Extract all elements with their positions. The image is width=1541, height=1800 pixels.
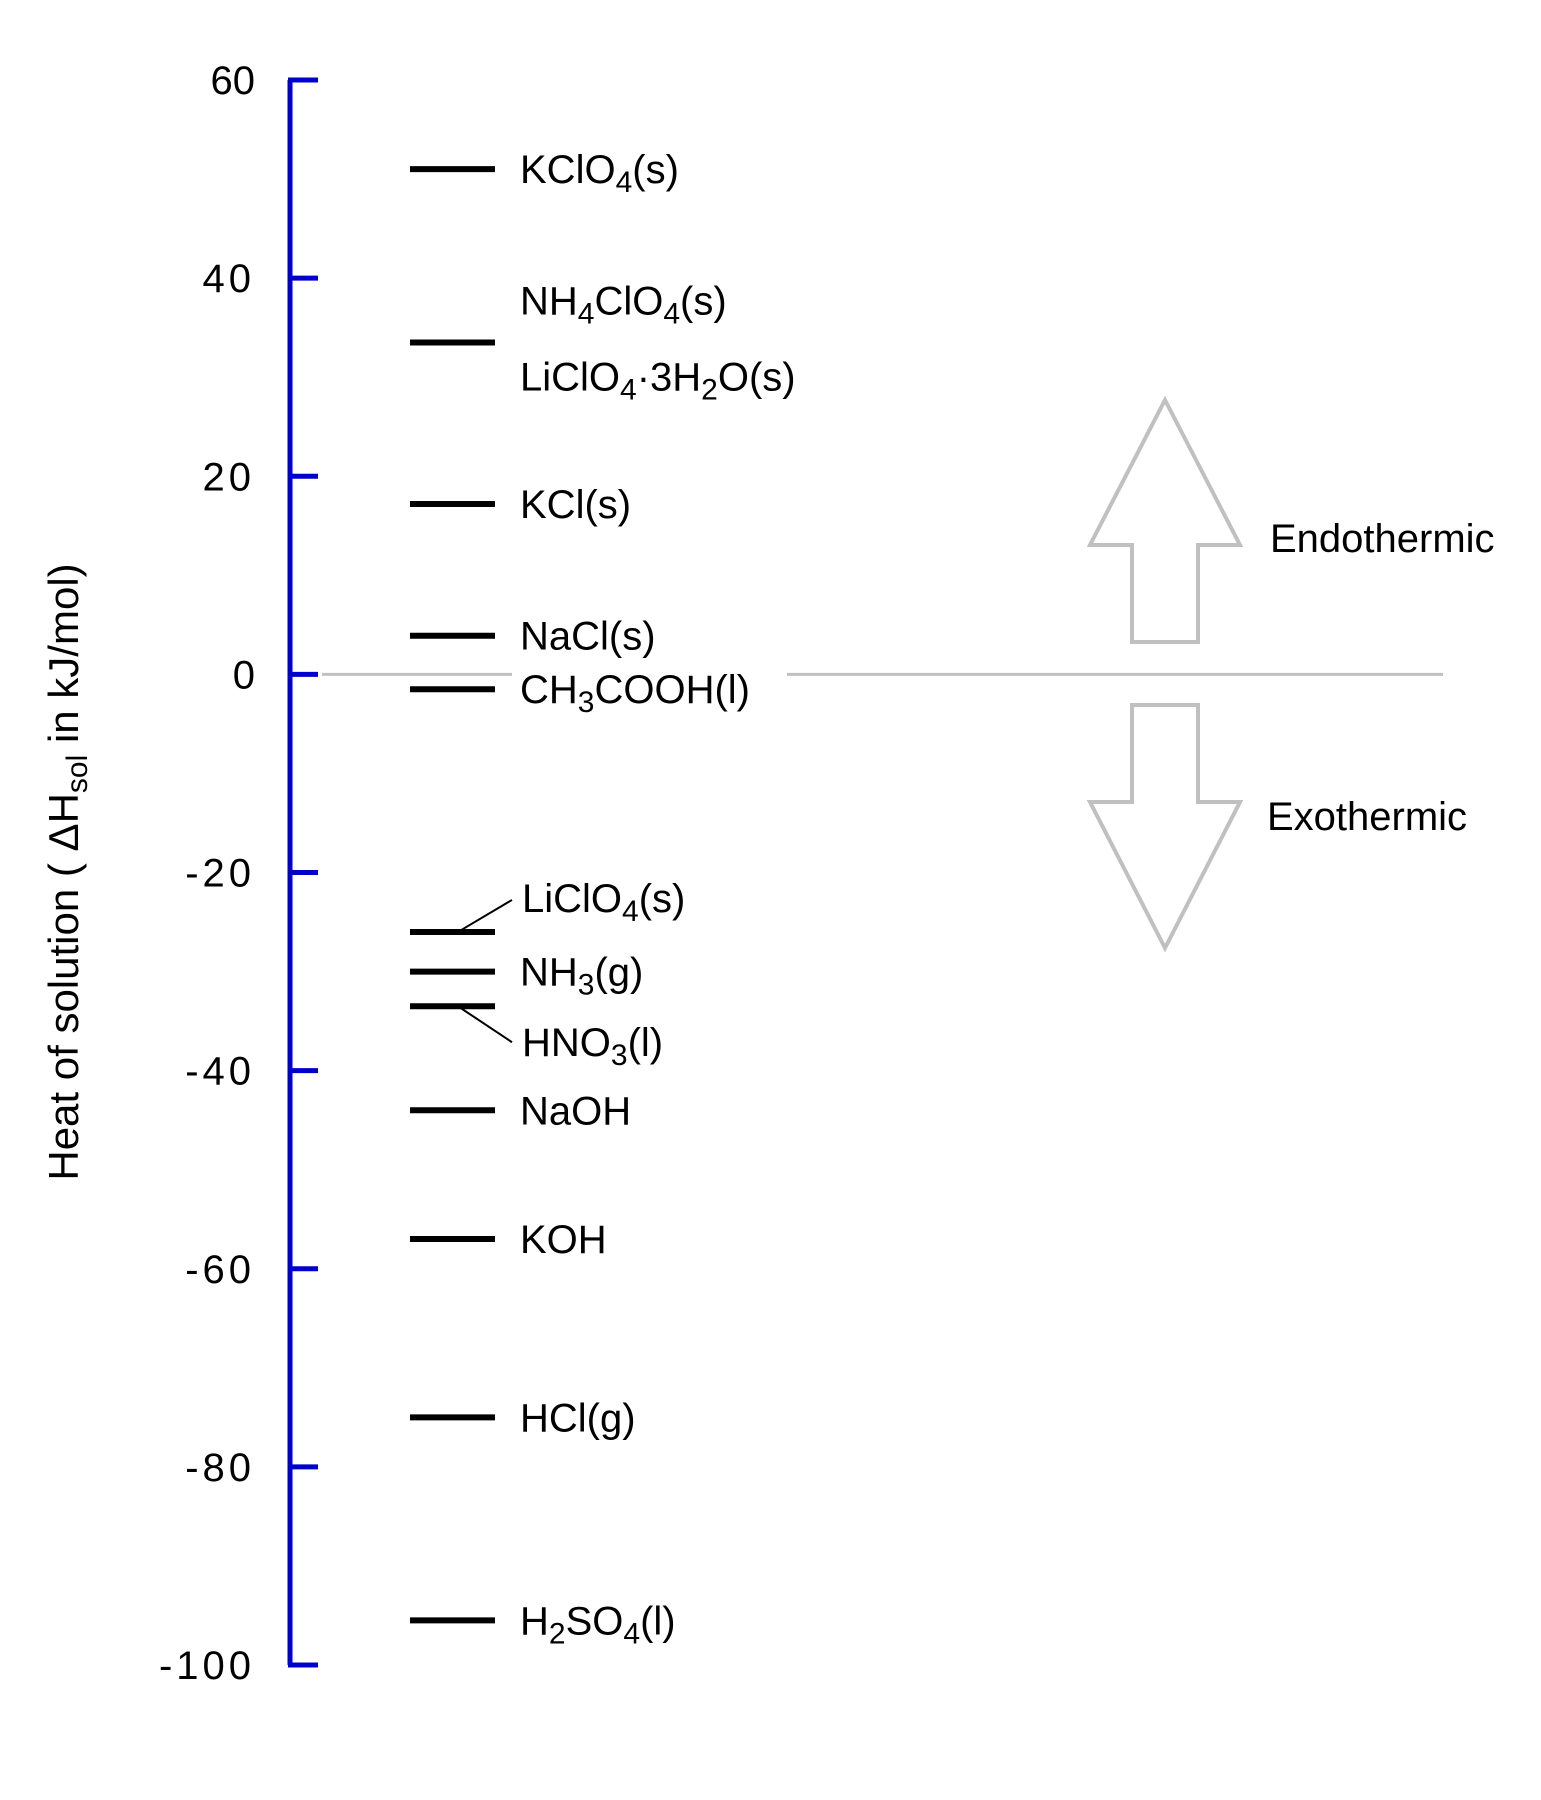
y-tick-label: -20 bbox=[185, 852, 255, 896]
subscript: 3 bbox=[611, 1039, 628, 1072]
compound-label: CH3COOH(l) bbox=[520, 668, 750, 719]
label-segment: (l) bbox=[628, 1021, 664, 1065]
y-axis bbox=[287, 77, 318, 1668]
subscript: 2 bbox=[701, 374, 718, 407]
label-segment: NH bbox=[520, 951, 578, 995]
compound-label: HNO3(l) bbox=[522, 1021, 663, 1072]
label-segment: LiClO bbox=[522, 877, 622, 921]
endothermic-label: Endothermic bbox=[1270, 517, 1495, 561]
subscript: 4 bbox=[578, 298, 595, 331]
subscript: 4 bbox=[616, 166, 633, 199]
compound-label: KClO4(s) bbox=[520, 148, 679, 199]
y-tick-label: -80 bbox=[185, 1446, 255, 1490]
label-segment: ·3H bbox=[637, 356, 701, 400]
label-segment: KCl(s) bbox=[520, 483, 631, 527]
label-segment: (s) bbox=[639, 877, 686, 921]
y-tick-label: -100 bbox=[159, 1644, 255, 1688]
label-segment: HCl(g) bbox=[520, 1396, 636, 1440]
subscript: 4 bbox=[622, 895, 639, 928]
label-segment: (g) bbox=[594, 951, 643, 995]
label-segment: KOH bbox=[520, 1218, 607, 1262]
label-segment: ClO bbox=[594, 280, 663, 324]
label-segment: NH bbox=[520, 280, 578, 324]
leader-line bbox=[457, 899, 513, 933]
y-axis-title: Heat of solution ( ΔHsol in kJ/mol) bbox=[40, 563, 94, 1180]
y-tick-labels: 60 40 20 0 -20 -40 -60 -80 -100 bbox=[159, 59, 255, 1688]
compound-label: KCl(s) bbox=[520, 483, 631, 527]
label-segment: LiClO bbox=[520, 356, 620, 400]
label-segment: SO bbox=[566, 1599, 624, 1643]
exothermic-arrow-icon bbox=[1086, 703, 1244, 953]
label-segment: NaOH bbox=[520, 1089, 631, 1133]
exothermic-label: Exothermic bbox=[1267, 795, 1467, 839]
y-axis-title-layer: Heat of solution ( ΔHsol in kJ/mol) bbox=[40, 563, 94, 1180]
y-tick-label: 60 bbox=[211, 59, 256, 103]
subscript: 3 bbox=[578, 969, 595, 1002]
subscript: 4 bbox=[663, 298, 680, 331]
y-tick-label: 20 bbox=[203, 455, 256, 499]
subscript: 3 bbox=[578, 686, 595, 719]
label-segment: Heat of solution ( ΔH bbox=[40, 793, 87, 1181]
endothermic-arrow-icon bbox=[1086, 395, 1244, 644]
label-segment: NaCl(s) bbox=[520, 615, 656, 659]
compound-label: KOH bbox=[520, 1218, 607, 1262]
label-segment: HNO bbox=[522, 1021, 611, 1065]
label-segment: in kJ/mol) bbox=[40, 563, 87, 754]
compound-label: LiClO4·3H2O(s) bbox=[520, 356, 796, 407]
label-segment: (s) bbox=[680, 280, 727, 324]
leader-line bbox=[457, 1005, 513, 1044]
y-tick-label: -60 bbox=[185, 1248, 255, 1292]
compound-marks bbox=[410, 166, 495, 1624]
compound-label: NH3(g) bbox=[520, 951, 643, 1002]
label-segment: (s) bbox=[632, 148, 679, 192]
label-segment: H bbox=[520, 1599, 549, 1643]
compound-label: NaCl(s) bbox=[520, 615, 656, 659]
region-arrows: Endothermic Exothermic bbox=[1086, 395, 1495, 953]
subscript: 4 bbox=[623, 1617, 640, 1650]
compound-label: LiClO4(s) bbox=[522, 877, 685, 928]
y-tick-label: 0 bbox=[233, 653, 255, 697]
compound-label: H2SO4(l) bbox=[520, 1599, 676, 1650]
label-segment: (l) bbox=[640, 1599, 676, 1643]
y-tick-label: -40 bbox=[185, 1050, 255, 1094]
label-segment: O(s) bbox=[718, 356, 796, 400]
compound-label: NH4ClO4(s) bbox=[520, 280, 727, 331]
subscript: 4 bbox=[620, 374, 637, 407]
y-tick-label: 40 bbox=[203, 257, 256, 301]
subscript: sol bbox=[61, 755, 94, 793]
compound-label: NaOH bbox=[520, 1089, 631, 1133]
label-segment: KClO bbox=[520, 148, 616, 192]
compound-labels: KClO4(s)NH4ClO4(s)LiClO4·3H2O(s)KCl(s)Na… bbox=[457, 148, 796, 1650]
y-axis-title-group: Heat of solution ( ΔHsol in kJ/mol) bbox=[40, 563, 94, 1180]
subscript: 2 bbox=[549, 1617, 566, 1650]
label-segment: COOH(l) bbox=[594, 668, 750, 712]
compound-label: HCl(g) bbox=[520, 1396, 636, 1440]
label-segment: CH bbox=[520, 668, 578, 712]
